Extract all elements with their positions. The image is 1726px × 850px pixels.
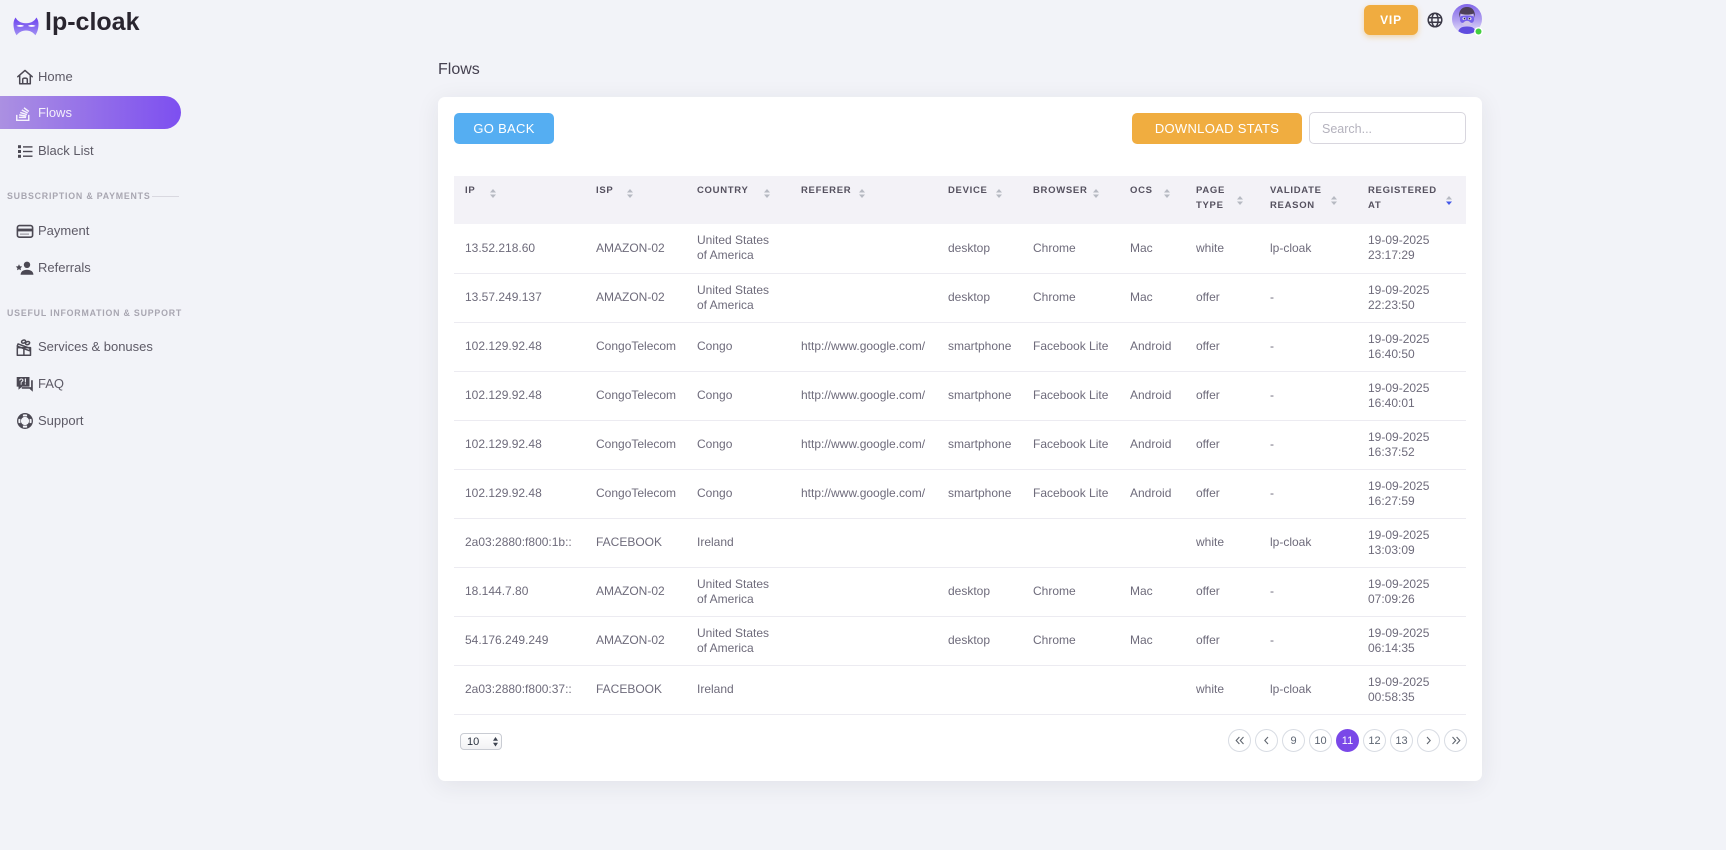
svg-text:?!: ?!: [18, 377, 26, 387]
